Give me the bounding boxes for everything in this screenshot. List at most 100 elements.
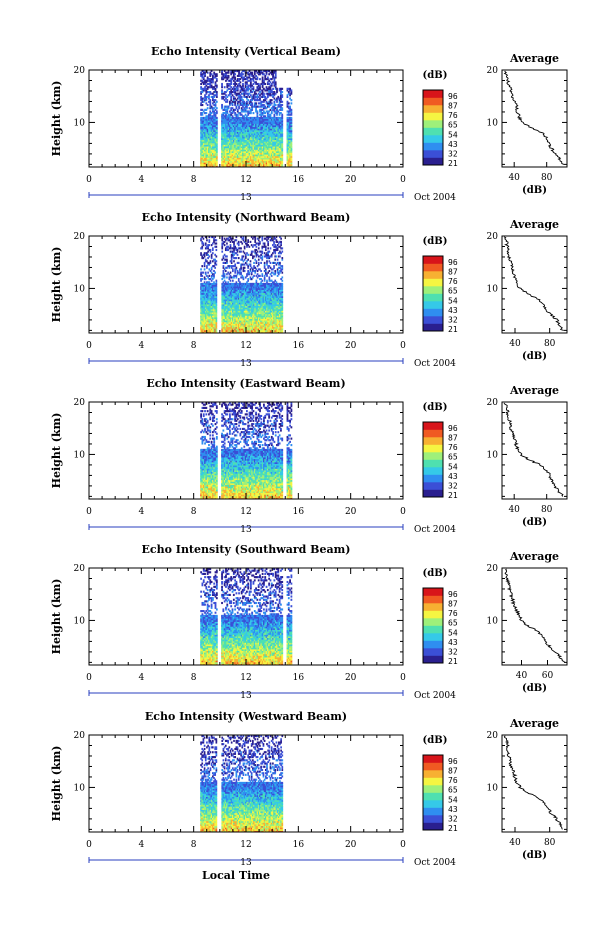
heatmap-cell <box>211 115 214 118</box>
heatmap-cell <box>264 150 267 153</box>
heatmap-cell <box>280 137 282 141</box>
heatmap-cell <box>214 91 217 94</box>
heatmap-cell <box>239 331 241 334</box>
heatmap-cell <box>255 139 257 142</box>
heatmap-cell <box>251 163 254 166</box>
heatmap-cell <box>270 84 273 87</box>
heatmap-cell <box>270 137 273 141</box>
heatmap-cell <box>209 74 212 77</box>
heatmap-cell <box>227 123 230 126</box>
heatmap-cell <box>240 73 243 76</box>
heatmap-cell <box>232 73 235 76</box>
heatmap-cell <box>225 142 227 145</box>
heatmap-cell <box>243 137 246 141</box>
heatmap-cell <box>206 82 209 86</box>
heatmap-cell <box>215 165 218 168</box>
heatmap-cell <box>280 136 282 139</box>
heatmap-cell <box>263 152 265 155</box>
heatmap-cell <box>234 81 237 84</box>
heatmap-cell <box>286 128 289 131</box>
heatmap-cell <box>278 144 281 147</box>
heatmap-cell <box>265 145 268 149</box>
heatmap-cell <box>257 145 260 149</box>
heatmap-cell <box>235 118 238 121</box>
heatmap-cell <box>239 150 242 153</box>
heatmap-cell <box>265 131 268 134</box>
heatmap-cell <box>201 163 204 166</box>
heatmap-cell <box>261 128 264 131</box>
heatmap-cell <box>202 76 205 79</box>
heatmap-cell <box>239 94 242 97</box>
heatmap-cell <box>214 129 217 132</box>
heatmap-cell <box>213 133 216 136</box>
heatmap-cell <box>255 70 257 73</box>
heatmap-cell <box>278 136 281 139</box>
heatmap-cell <box>214 87 217 90</box>
heatmap-cell <box>268 155 271 158</box>
heatmap-cell <box>244 136 247 139</box>
heatmap-cell <box>281 108 284 111</box>
heatmap-cell <box>290 126 293 129</box>
heatmap-cell <box>230 145 233 149</box>
heatmap-cell <box>227 157 230 160</box>
heatmap-cell <box>261 162 264 165</box>
heatmap-cell <box>247 103 250 107</box>
heatmap-cell <box>286 155 289 158</box>
heatmap-cell <box>239 126 242 129</box>
heatmap-cell <box>257 142 260 145</box>
heatmap-cell <box>263 149 265 152</box>
heatmap-cell <box>227 126 230 129</box>
heatmap-cell <box>286 118 289 121</box>
heatmap-cell <box>206 157 209 160</box>
heatmap-cell <box>255 107 257 110</box>
heatmap-cell <box>242 137 244 141</box>
heatmap-cell <box>232 134 235 137</box>
heatmap-cell <box>280 126 282 129</box>
heatmap-cell <box>206 152 209 155</box>
heatmap-cell <box>235 123 238 126</box>
heatmap-cell <box>255 157 257 160</box>
heatmap-cell <box>273 76 276 79</box>
heatmap-cell <box>211 131 214 134</box>
heatmap-cell <box>208 154 210 157</box>
heatmap-cell <box>209 86 212 89</box>
heatmap-cell <box>276 131 278 134</box>
heatmap-cell <box>213 162 216 165</box>
heatmap-cell <box>261 144 264 147</box>
heatmap-cell <box>239 102 242 105</box>
heatmap-cell <box>263 133 265 136</box>
heatmap-cell <box>272 71 274 74</box>
heatmap-cell <box>228 149 231 152</box>
heatmap-cell <box>209 149 212 152</box>
heatmap-cell <box>280 124 282 128</box>
heatmap-cell <box>280 144 282 147</box>
heatmap-cell <box>209 78 212 81</box>
heatmap-cell <box>261 126 264 129</box>
heatmap-cell <box>228 120 231 123</box>
heatmap-cell <box>249 102 252 105</box>
heatmap-cell <box>232 136 235 139</box>
heatmap-cell <box>273 102 276 105</box>
heatmap-cell <box>226 78 229 81</box>
heatmap-cell <box>259 78 261 81</box>
heatmap-cell <box>205 137 208 141</box>
colorbar-tick-label: 76 <box>448 111 458 120</box>
heatmap-cell <box>273 121 276 124</box>
heatmap-cell <box>281 152 284 155</box>
heatmap-cell <box>200 79 203 82</box>
heatmap-cell <box>259 131 261 134</box>
heatmap-cell <box>259 110 261 113</box>
heatmap-cell <box>234 141 237 144</box>
heatmap-cell <box>238 120 240 123</box>
heatmap-cell <box>213 142 216 145</box>
heatmap-cell <box>255 126 257 129</box>
heatmap-cell <box>232 162 235 165</box>
heatmap-cell <box>249 116 252 119</box>
heatmap-cell <box>257 160 260 163</box>
heatmap-cell <box>281 142 284 145</box>
heatmap-cell <box>286 116 289 119</box>
heatmap-cell <box>269 139 272 142</box>
heatmap-cell <box>230 157 233 160</box>
heatmap-cell <box>249 86 252 89</box>
heatmap-cell <box>210 92 213 95</box>
